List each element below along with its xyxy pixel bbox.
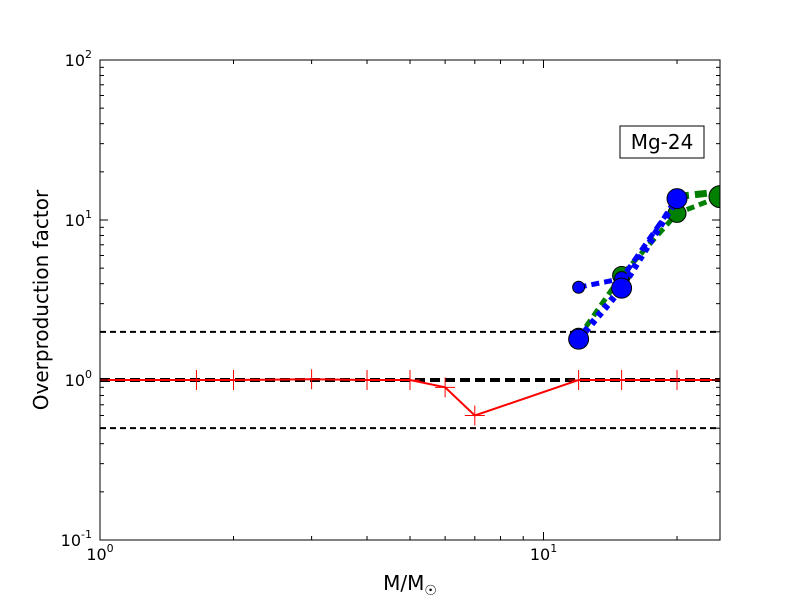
y-tick-label: 101: [65, 208, 92, 230]
data-point: [572, 280, 586, 294]
data-point: [568, 370, 589, 390]
annotation-frame: [619, 125, 705, 159]
y-tick-label: 10-1: [61, 528, 92, 550]
y-axis-label: Overproduction factor: [29, 189, 53, 410]
data-point: [186, 370, 207, 390]
series-line: [575, 196, 680, 342]
data-point: [301, 369, 322, 390]
data-point: [568, 328, 590, 350]
data-point: [464, 405, 485, 426]
data-point: [435, 377, 456, 398]
annotation-box: Mg-24: [619, 125, 705, 159]
data-point: [223, 370, 244, 390]
x-tick-label: 100: [86, 542, 113, 564]
x-axis-label: M/M☉: [383, 571, 437, 599]
plot-area: [100, 185, 720, 430]
data-point: [357, 370, 378, 390]
data-point: [611, 370, 632, 390]
data-point: [400, 370, 420, 390]
data-point: [666, 188, 688, 210]
data-point: [611, 277, 633, 299]
y-tick-label: 102: [65, 48, 92, 70]
annotation-label: Mg-24: [631, 130, 694, 154]
data-point: [667, 370, 688, 390]
y-tick-label: 100: [65, 368, 92, 390]
x-tick-label: 101: [530, 542, 557, 564]
